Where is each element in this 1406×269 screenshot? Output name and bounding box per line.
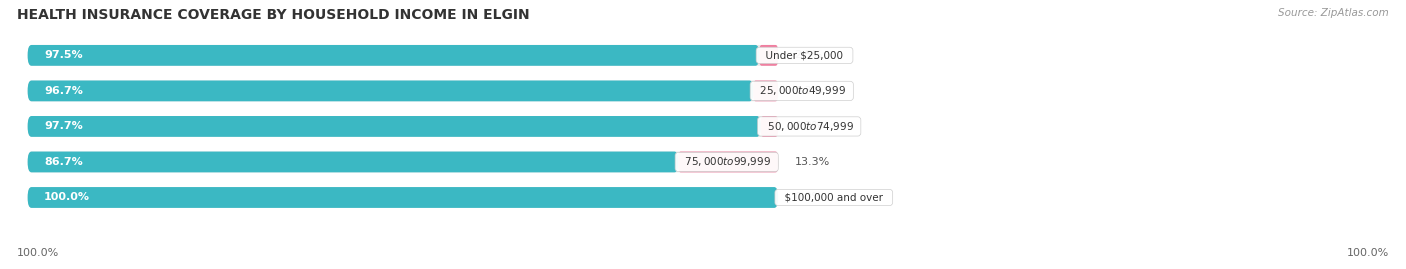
FancyBboxPatch shape: [28, 45, 759, 66]
Text: 86.7%: 86.7%: [44, 157, 83, 167]
Text: 97.5%: 97.5%: [44, 50, 83, 60]
Text: 3.3%: 3.3%: [794, 86, 823, 96]
Text: 100.0%: 100.0%: [1347, 248, 1389, 258]
Text: 97.7%: 97.7%: [44, 121, 83, 132]
FancyBboxPatch shape: [28, 116, 778, 137]
Text: 100.0%: 100.0%: [17, 248, 59, 258]
FancyBboxPatch shape: [754, 80, 778, 101]
FancyBboxPatch shape: [759, 45, 778, 66]
FancyBboxPatch shape: [761, 116, 778, 137]
Text: $25,000 to $49,999: $25,000 to $49,999: [754, 84, 851, 97]
FancyBboxPatch shape: [678, 151, 778, 172]
FancyBboxPatch shape: [28, 45, 778, 66]
Text: $50,000 to $74,999: $50,000 to $74,999: [761, 120, 858, 133]
Text: $100,000 and over: $100,000 and over: [778, 193, 890, 203]
FancyBboxPatch shape: [28, 187, 778, 208]
Text: HEALTH INSURANCE COVERAGE BY HOUSEHOLD INCOME IN ELGIN: HEALTH INSURANCE COVERAGE BY HOUSEHOLD I…: [17, 8, 530, 22]
FancyBboxPatch shape: [28, 80, 778, 101]
Text: $75,000 to $99,999: $75,000 to $99,999: [678, 155, 775, 168]
Text: 96.7%: 96.7%: [44, 86, 83, 96]
FancyBboxPatch shape: [28, 187, 778, 208]
FancyBboxPatch shape: [28, 80, 754, 101]
FancyBboxPatch shape: [28, 151, 678, 172]
Text: Source: ZipAtlas.com: Source: ZipAtlas.com: [1278, 8, 1389, 18]
Text: 13.3%: 13.3%: [794, 157, 830, 167]
Text: 2.3%: 2.3%: [794, 121, 823, 132]
Text: Under $25,000: Under $25,000: [759, 50, 849, 60]
Text: 0.0%: 0.0%: [794, 193, 823, 203]
FancyBboxPatch shape: [28, 151, 778, 172]
Text: 2.5%: 2.5%: [794, 50, 823, 60]
Text: 100.0%: 100.0%: [44, 193, 90, 203]
FancyBboxPatch shape: [28, 116, 761, 137]
